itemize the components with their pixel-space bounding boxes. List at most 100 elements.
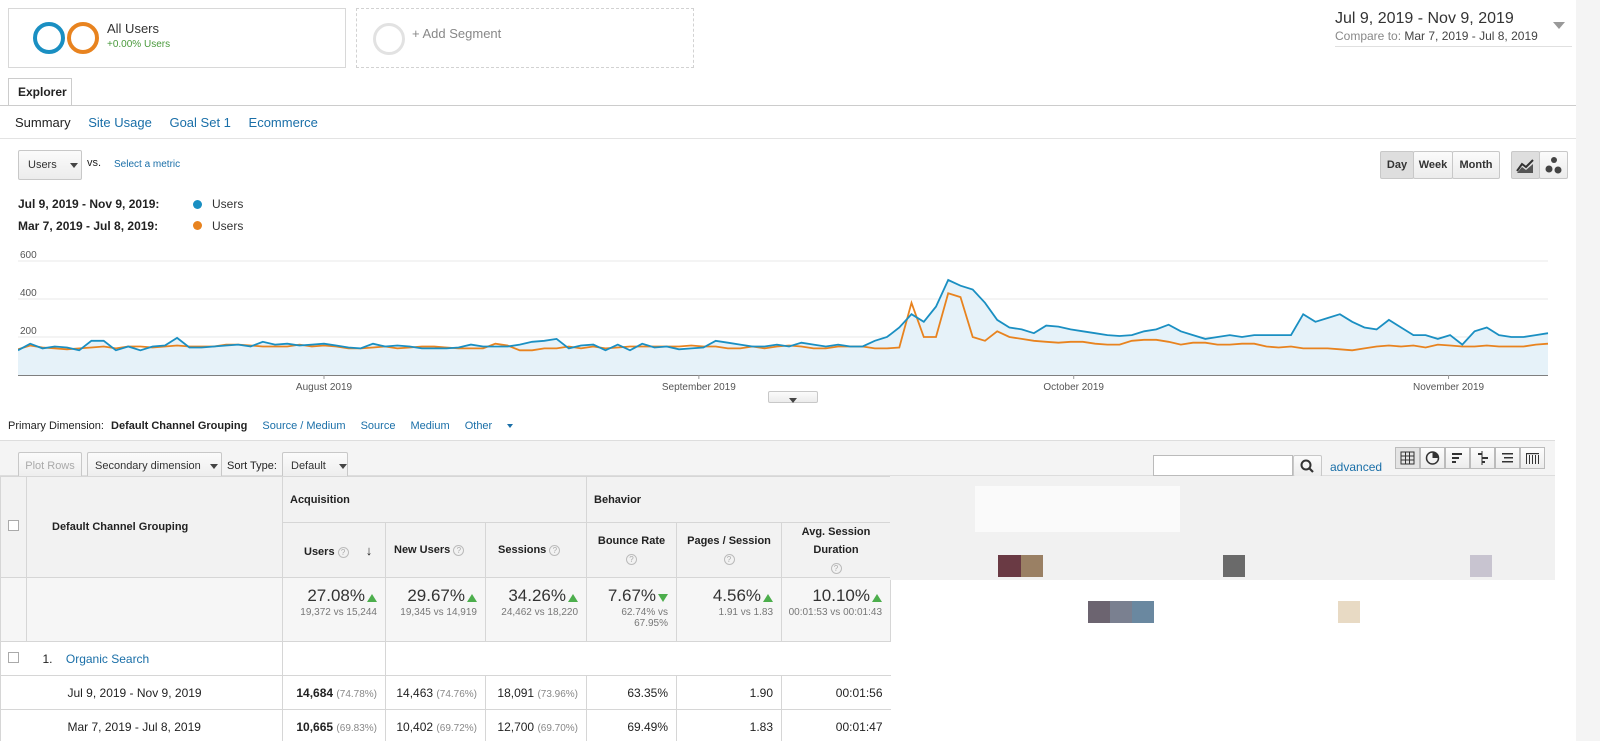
subrow-previous-sessions-value: 12,700 bbox=[497, 719, 535, 734]
users-line-chart[interactable]: 600 400 200 August 2019 September 2019 Octobe… bbox=[18, 235, 1550, 395]
legend-dot-previous-icon bbox=[193, 221, 202, 230]
column-pages-session-header[interactable]: Pages / Session? bbox=[676, 522, 783, 578]
total-bounce-rate-down-arrow-icon bbox=[658, 594, 669, 603]
subrow-current-users: 14,684 (74.78%) bbox=[282, 675, 386, 710]
row-checkbox[interactable] bbox=[8, 651, 20, 663]
new-users-help-icon[interactable]: ? bbox=[453, 545, 465, 556]
select-all-checkbox[interactable] bbox=[8, 520, 19, 531]
granularity-month-button[interactable]: Month bbox=[1452, 151, 1500, 179]
row-index: 1. bbox=[42, 651, 53, 666]
avg-duration-help-icon[interactable]: ? bbox=[830, 563, 842, 574]
date-range-divider bbox=[1335, 46, 1572, 47]
granularity-month-label: Month bbox=[1459, 159, 1493, 171]
select-metric-link[interactable]: Select a metric bbox=[114, 159, 181, 170]
table-grid-icon bbox=[1400, 451, 1415, 465]
advanced-link[interactable]: advanced bbox=[1330, 460, 1383, 474]
subrow-blank bbox=[0, 709, 27, 741]
granularity-week-label: Week bbox=[1418, 159, 1448, 171]
subrow-current-users-value: 14,684 bbox=[296, 685, 334, 700]
sort-type-select[interactable]: Default bbox=[282, 452, 348, 480]
behavior-group-header: Behavior bbox=[586, 476, 892, 523]
subtab-summary[interactable]: Summary bbox=[15, 115, 71, 130]
granularity-week-button[interactable]: Week bbox=[1413, 151, 1453, 179]
obscured-pixel-8 bbox=[1338, 601, 1360, 623]
date-range-compare[interactable]: Compare to: Mar 7, 2019 - Jul 8, 2019 bbox=[1335, 29, 1538, 43]
term-cloud-icon bbox=[1502, 453, 1513, 463]
sessions-help-icon[interactable]: ? bbox=[549, 545, 561, 556]
sort-type-value: Default bbox=[291, 460, 326, 472]
series-line-current bbox=[18, 278, 1549, 352]
subrow-current-new-users-value: 14,463 bbox=[396, 685, 434, 700]
metric-select[interactable]: Users bbox=[18, 150, 82, 180]
total-bounce-rate-value: 7.67% bbox=[607, 586, 657, 605]
motion-chart-view-button[interactable] bbox=[1539, 151, 1568, 179]
dimension-header[interactable]: Default Channel Grouping bbox=[26, 476, 283, 578]
table-view-button[interactable] bbox=[1395, 447, 1420, 469]
column-bounce-rate-label: Bounce Rate bbox=[597, 535, 666, 547]
obscured-pixel-3 bbox=[1223, 555, 1245, 577]
row-empty-span bbox=[384, 641, 891, 676]
subrow-current-users-pct: (74.78%) bbox=[336, 688, 377, 700]
column-users-label: Users bbox=[304, 545, 335, 558]
obscured-right-strip bbox=[1576, 0, 1600, 741]
dimension-other[interactable]: Other bbox=[465, 420, 526, 432]
subtab-ecommerce[interactable]: Ecommerce bbox=[248, 115, 318, 130]
bar-chart-icon bbox=[1452, 453, 1462, 463]
dimension-medium[interactable]: Medium bbox=[410, 420, 450, 432]
secondary-dimension-select[interactable]: Secondary dimension bbox=[87, 452, 222, 480]
search-button[interactable] bbox=[1293, 455, 1322, 477]
bounce-rate-help-icon[interactable]: ? bbox=[626, 554, 638, 565]
collapse-chevron-down-icon bbox=[789, 397, 797, 403]
column-new-users-header[interactable]: New Users ? bbox=[385, 522, 486, 578]
add-segment-button[interactable]: + Add Segment bbox=[356, 8, 694, 68]
select-all-cell bbox=[0, 476, 27, 578]
obscured-pixel-7 bbox=[1132, 601, 1154, 623]
segment-all-users[interactable]: All Users +0.00% Users bbox=[8, 8, 346, 68]
column-pages-session-label: Pages / Session bbox=[687, 535, 771, 547]
subrow-previous-new-users-pct: (69.72%) bbox=[436, 722, 477, 734]
users-help-icon[interactable]: ? bbox=[337, 546, 349, 558]
subtab-goal-set-1[interactable]: Goal Set 1 bbox=[169, 115, 231, 130]
comparison-view-button[interactable] bbox=[1470, 447, 1495, 469]
x-tick-label: October 2019 bbox=[1043, 382, 1104, 393]
dimension-source-medium[interactable]: Source / Medium bbox=[262, 420, 346, 432]
report-table: Default Channel Grouping Acquisition Beh… bbox=[0, 476, 892, 741]
date-range-main[interactable]: Jul 9, 2019 - Nov 9, 2019 bbox=[1335, 10, 1514, 27]
tab-explorer[interactable]: Explorer bbox=[8, 78, 72, 106]
line-chart-view-button[interactable] bbox=[1511, 151, 1540, 179]
total-sessions: 34.26% 24,462 vs 18,220 bbox=[484, 577, 588, 642]
row-organic-search-link[interactable]: Organic Search bbox=[65, 651, 150, 666]
pivot-view-button[interactable] bbox=[1520, 447, 1545, 469]
dimension-other-chevron-down-icon bbox=[507, 424, 514, 429]
chart-collapse-toggle[interactable] bbox=[768, 391, 818, 403]
total-sessions-sub: 24,462 vs 18,220 bbox=[501, 607, 579, 618]
totals-label-cell bbox=[26, 577, 283, 642]
total-new-users-sub: 19,345 vs 14,919 bbox=[400, 607, 477, 618]
term-cloud-view-button[interactable] bbox=[1495, 447, 1520, 469]
date-range-chevron-down-icon[interactable] bbox=[1553, 22, 1565, 29]
total-users-up-arrow-icon bbox=[367, 594, 377, 603]
performance-view-button[interactable] bbox=[1445, 447, 1470, 469]
sort-type-label: Sort Type: bbox=[227, 460, 277, 472]
total-bounce-rate: 7.67% 62.74% vs 67.95% bbox=[586, 577, 678, 642]
table-search-input[interactable] bbox=[1153, 455, 1293, 476]
add-segment-label: + Add Segment bbox=[412, 26, 502, 41]
total-pages-session: 4.56% 1.91 vs 1.83 bbox=[676, 577, 783, 642]
subrow-previous-sessions-pct: (69.70%) bbox=[537, 722, 579, 734]
primary-dimension-label: Primary Dimension: bbox=[8, 420, 104, 432]
subtab-site-usage[interactable]: Site Usage bbox=[88, 115, 152, 130]
vs-label: vs. bbox=[87, 157, 102, 169]
column-users-header[interactable]: Users ? ↓ bbox=[282, 522, 386, 578]
granularity-day-label: Day bbox=[1386, 159, 1408, 171]
dimension-source[interactable]: Source bbox=[360, 420, 396, 432]
column-new-users-label: New Users bbox=[394, 544, 451, 556]
column-avg-duration-header[interactable]: Avg. Session Duration? bbox=[781, 522, 892, 578]
column-avg-duration-label: Avg. Session Duration bbox=[801, 526, 871, 556]
column-sessions-header[interactable]: Sessions ? bbox=[484, 522, 588, 578]
pages-session-help-icon[interactable]: ? bbox=[723, 554, 735, 565]
subrow-previous-users-pct: (69.83%) bbox=[336, 722, 377, 734]
column-bounce-rate-header[interactable]: Bounce Rate? bbox=[586, 522, 678, 578]
total-sessions-value: 34.26% bbox=[508, 586, 567, 605]
granularity-day-button[interactable]: Day bbox=[1380, 151, 1414, 179]
pie-view-button[interactable] bbox=[1420, 447, 1445, 469]
